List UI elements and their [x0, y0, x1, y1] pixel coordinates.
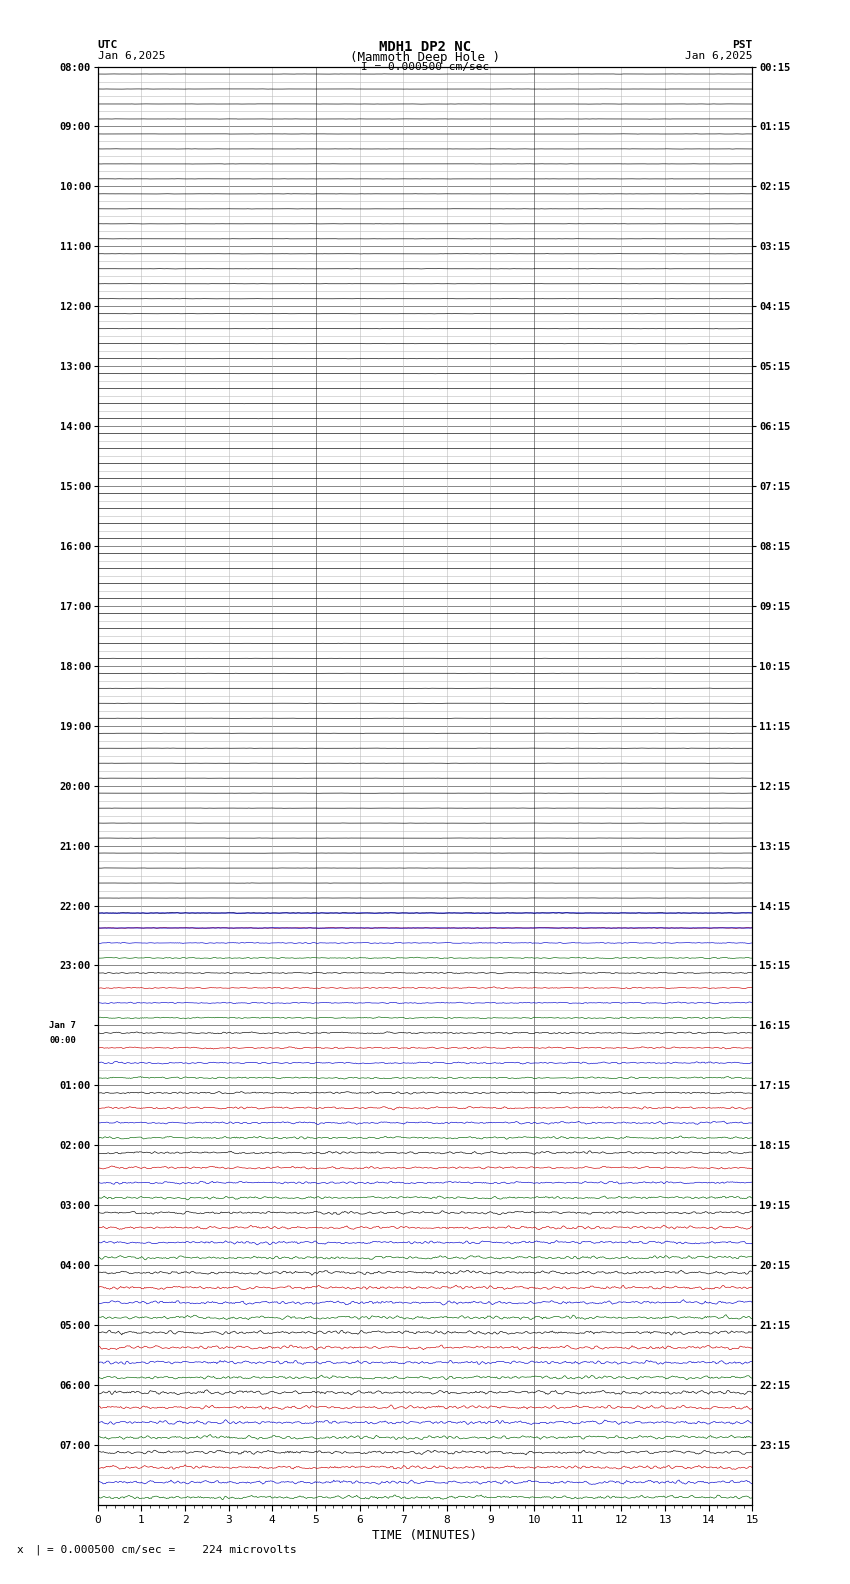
Text: Jan 7: Jan 7 — [49, 1020, 76, 1030]
Text: x: x — [17, 1546, 24, 1555]
Text: = 0.000500 cm/sec =    224 microvolts: = 0.000500 cm/sec = 224 microvolts — [47, 1546, 297, 1555]
X-axis label: TIME (MINUTES): TIME (MINUTES) — [372, 1530, 478, 1543]
Text: PST: PST — [732, 40, 752, 49]
Text: |: | — [34, 1544, 41, 1555]
Text: I = 0.000500 cm/sec: I = 0.000500 cm/sec — [361, 62, 489, 71]
Text: UTC: UTC — [98, 40, 118, 49]
Text: 00:00: 00:00 — [49, 1036, 76, 1045]
Text: Jan 6,2025: Jan 6,2025 — [685, 51, 752, 60]
Text: Jan 6,2025: Jan 6,2025 — [98, 51, 165, 60]
Text: MDH1 DP2 NC: MDH1 DP2 NC — [379, 40, 471, 54]
Text: (Mammoth Deep Hole ): (Mammoth Deep Hole ) — [350, 51, 500, 63]
